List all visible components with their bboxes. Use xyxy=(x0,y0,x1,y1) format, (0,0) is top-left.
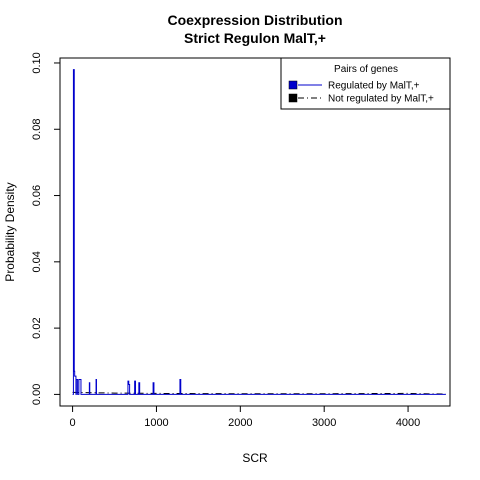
x-axis: 0 1000 2000 3000 4000 xyxy=(70,406,420,429)
y-axis-label: Probability Density xyxy=(3,182,17,281)
legend-swatch xyxy=(288,80,298,90)
legend-title: Pairs of genes xyxy=(334,64,398,75)
legend-label: Regulated by MalT,+ xyxy=(328,81,420,92)
plot-frame xyxy=(59,57,451,407)
y-tick-label: 0.06 xyxy=(31,185,43,206)
y-tick-label: 0.02 xyxy=(31,317,43,338)
series-line xyxy=(72,69,446,395)
x-axis-label: SCR xyxy=(242,451,268,465)
chart-title: Coexpression Distribution xyxy=(167,12,342,28)
legend-box xyxy=(280,57,451,110)
x-tick-label: 2000 xyxy=(228,417,252,429)
legend: Pairs of genes Regulated by MalT,+ Not re… xyxy=(280,57,451,110)
y-tick-label: 0.00 xyxy=(31,384,43,405)
legend-swatch xyxy=(288,93,298,103)
chart-subtitle: Strict Regulon MalT,+ xyxy=(184,30,326,46)
legend-label: Not regulated by MalT,+ xyxy=(328,94,434,105)
y-tick-label: 0.10 xyxy=(31,52,43,73)
x-tick-label: 3000 xyxy=(312,417,336,429)
series-line xyxy=(72,391,446,395)
x-tick-label: 1000 xyxy=(144,417,168,429)
y-tick-label: 0.04 xyxy=(31,251,43,272)
y-tick-label: 0.08 xyxy=(31,119,43,140)
x-tick-label: 4000 xyxy=(396,417,420,429)
y-axis: 0.00 0.02 0.04 0.06 0.08 0.10 xyxy=(31,52,60,405)
series-layer xyxy=(72,69,446,395)
x-tick-label: 0 xyxy=(70,417,76,429)
